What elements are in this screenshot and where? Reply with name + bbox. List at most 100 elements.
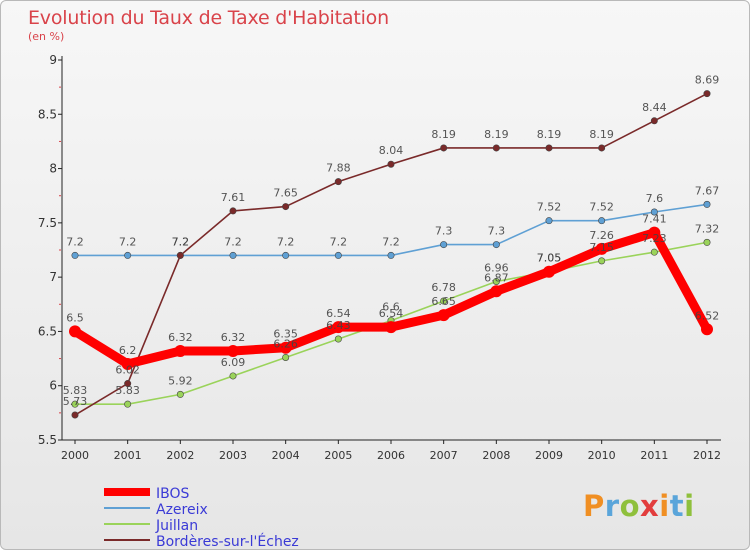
y-tick-label: 5.5 <box>38 433 57 447</box>
chart-title: Evolution du Taux de Taxe d'Habitation <box>28 7 389 29</box>
logo-letter: i <box>659 489 670 523</box>
data-point <box>650 117 658 125</box>
logo-letter: r <box>604 489 620 523</box>
data-label: 6.78 <box>431 281 456 294</box>
data-point <box>598 257 606 265</box>
data-point <box>598 217 606 225</box>
data-point <box>543 265 555 278</box>
chart-unit: (en %) <box>28 30 65 43</box>
data-label: 7.05 <box>537 252 562 265</box>
data-point <box>279 341 292 354</box>
data-label: 8.04 <box>379 144 404 157</box>
data-label: 8.19 <box>589 128 614 141</box>
data-label: 5.92 <box>168 374 193 387</box>
data-label: 7.26 <box>589 229 614 242</box>
data-point <box>124 400 132 408</box>
logo-letter: t <box>669 489 685 523</box>
y-tick-label: 9 <box>49 53 57 67</box>
data-label: 8.44 <box>642 101 667 114</box>
data-point <box>437 309 450 322</box>
x-tick-label: 2006 <box>377 449 405 462</box>
data-point <box>176 390 184 398</box>
data-point <box>440 241 448 249</box>
data-point <box>227 344 239 357</box>
data-label: 6.87 <box>484 271 509 284</box>
data-label: 7.32 <box>695 222 720 235</box>
legend-label: IBOS <box>156 486 190 502</box>
data-label: 8.69 <box>695 74 720 87</box>
data-point <box>492 241 500 249</box>
data-label: 8.19 <box>431 128 456 141</box>
data-point <box>440 297 448 305</box>
data-label: 5.83 <box>115 384 140 397</box>
data-label: 7.41 <box>642 213 667 226</box>
data-point <box>545 217 553 225</box>
data-label: 7.61 <box>221 191 246 204</box>
data-point <box>334 335 342 343</box>
data-label: 6.6 <box>382 301 400 314</box>
data-point <box>124 380 132 388</box>
x-tick-label: 2001 <box>114 449 142 462</box>
data-label: 7.2 <box>172 235 190 248</box>
x-tick-label: 2007 <box>430 449 458 462</box>
logo-letter: o <box>619 489 641 523</box>
data-point <box>545 144 553 152</box>
data-label: 6.54 <box>326 307 351 320</box>
data-label: 7.3 <box>435 225 453 238</box>
data-label: 6.96 <box>484 261 509 274</box>
data-point <box>282 203 290 211</box>
data-label: 7.88 <box>326 162 351 175</box>
x-tick-label: 2002 <box>166 449 194 462</box>
data-point <box>492 277 500 285</box>
legend-label: Bordères-sur-l'Échez <box>156 533 299 549</box>
x-tick-label: 2010 <box>588 449 616 462</box>
data-label: 7.65 <box>273 187 298 200</box>
data-label: 7.2 <box>119 235 137 248</box>
data-point <box>650 248 658 256</box>
data-label: 7.6 <box>646 192 664 205</box>
x-tick-label: 2009 <box>535 449 563 462</box>
data-label: 7.52 <box>537 201 562 214</box>
data-label: 6.26 <box>273 337 298 350</box>
data-label: 7.3 <box>488 225 506 238</box>
data-point <box>648 226 661 239</box>
x-tick-label: 2012 <box>693 449 721 462</box>
data-label: 7.23 <box>642 232 667 245</box>
data-point <box>334 178 342 186</box>
x-tick-label: 2011 <box>640 449 668 462</box>
data-point <box>332 321 345 334</box>
data-point <box>701 323 713 336</box>
data-label: 6.09 <box>221 356 246 369</box>
data-label: 6.5 <box>66 311 84 324</box>
data-point <box>490 285 503 298</box>
data-label: 7.2 <box>224 235 242 248</box>
data-label: 8.19 <box>537 128 562 141</box>
data-label: 6.43 <box>326 319 351 332</box>
logo-letter: x <box>640 489 660 523</box>
y-tick-label: 7.5 <box>38 216 57 230</box>
data-point <box>174 344 187 357</box>
data-point <box>282 353 290 361</box>
data-point <box>703 200 711 208</box>
data-label: 7.2 <box>330 235 348 248</box>
data-label: 6.32 <box>221 331 246 344</box>
legend-label: Juillan <box>155 518 198 534</box>
x-tick-label: 2008 <box>482 449 510 462</box>
logo-letter: i <box>684 489 695 523</box>
data-point <box>124 251 132 259</box>
data-point <box>71 400 79 408</box>
data-label: 7.2 <box>277 235 295 248</box>
data-label: 6.35 <box>273 328 298 341</box>
data-label: 7.15 <box>589 241 614 254</box>
x-tick-label: 2005 <box>324 449 352 462</box>
logo-letter: P <box>583 489 605 523</box>
data-label: 8.19 <box>484 128 509 141</box>
data-label: 7.2 <box>172 235 190 248</box>
y-tick-label: 6.5 <box>38 324 57 338</box>
data-point <box>595 242 608 255</box>
data-point <box>121 358 134 370</box>
data-point <box>387 251 395 259</box>
y-tick-label: 8 <box>49 162 57 176</box>
